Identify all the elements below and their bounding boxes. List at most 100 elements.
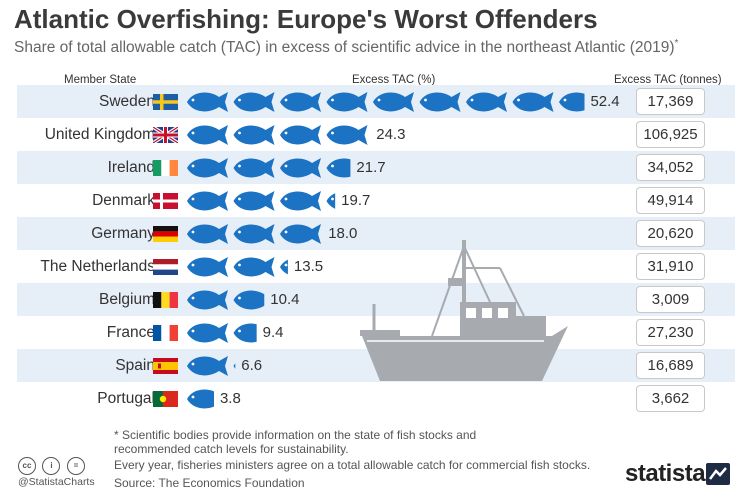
fish-mark [466,92,507,112]
table-row: Germany 18.0 20,620 [17,217,735,250]
belgium-flag-icon [153,292,178,308]
footnote: * Scientific bodies provide information … [114,428,477,456]
france-flag-icon [153,325,178,341]
cc-icon: cc [18,457,36,475]
fish-mark [187,191,228,211]
country-label: Ireland [107,159,155,176]
fish-eye [191,263,195,267]
fish-mark [187,323,228,343]
fish-mark [326,92,368,112]
fish-mark [233,92,275,112]
fish-eye [238,164,241,168]
tonnes-value-box: 49,914 [636,187,705,214]
pct-data-label: 18.0 [328,225,358,242]
footnote-explanation: Every year, fisheries ministers agree on… [114,458,591,472]
fish-eye [191,395,195,399]
fish-eye [191,362,195,366]
fishing-boat-icon [360,240,568,381]
fish-bar [187,158,351,178]
fish-mark [233,363,236,369]
country-label: Sweden [98,93,155,110]
fish-bar [187,92,585,112]
chart-subtitle: Share of total allowable catch (TAC) in … [14,38,678,57]
fish-eye [284,263,288,267]
fish-eye [191,230,195,234]
fish-eye [238,329,241,333]
tonnes-value-box: 16,689 [636,352,705,379]
tonnes-value-box: 17,369 [636,88,705,115]
fish-eye [470,98,474,102]
table-row: Portugal 3.8 3,662 [17,382,735,415]
fish-mark [280,92,321,112]
table-row: France 9.4 27,230 [17,316,735,349]
spain-flag-icon [153,358,178,374]
fish-eye [191,131,195,135]
pct-data-label: 24.3 [376,126,406,143]
tonnes-value-box: 20,620 [636,220,705,247]
pct-data-label: 3.8 [219,390,241,407]
fish-mark [233,323,257,343]
fish-mark [373,92,414,112]
column-header-excess-pct: Excess TAC (%) [352,74,436,86]
pct-data-label: 19.7 [341,192,371,209]
table-row: Sweden 52.4 17,369 [17,85,735,118]
tonnes-value-box: 3,009 [636,286,705,313]
fish-eye [331,131,334,135]
germany-flag-icon [153,226,178,242]
fish-mark [187,389,214,409]
table-row: Belgium 10.4 3,009 [17,283,735,316]
fish-mark [233,191,275,211]
fish-mark [280,158,321,178]
table-row: United Kingdom 24.3 106,925 [17,118,735,151]
fish-mark [233,125,275,145]
fish-eye [331,164,334,168]
subtitle-text: Share of total allowable catch (TAC) in … [14,39,675,57]
denmark-flag-icon [153,193,178,209]
fish-mark [233,158,275,178]
tonnes-value-box: 34,052 [636,154,705,181]
fish-mark [233,257,275,277]
fish-bar [187,191,336,211]
table-row: Ireland 21.7 34,052 [17,151,735,184]
fish-eye [284,164,288,168]
fish-eye [517,98,520,102]
table-row: Denmark 19.7 49,914 [17,184,735,217]
fish-eye [191,164,195,168]
column-header-member-state: Member State [64,74,137,86]
uk-flag-icon [152,125,179,145]
fish-mark [559,92,585,112]
nd-icon: = [66,457,85,475]
fish-eye [331,197,334,201]
statista-logo: statista [625,460,706,487]
by-icon: i [42,457,61,475]
country-label: The Netherlands [40,258,155,275]
country-label: Spain [115,357,155,374]
country-label: France [106,324,155,341]
sweden-flag-icon [153,94,178,110]
fish-mark [326,158,351,178]
fish-mark [419,92,461,112]
pct-data-label: 6.6 [241,357,263,374]
fish-mark [326,193,336,209]
fish-bar [187,224,321,244]
fish-bar [187,389,214,409]
portugal-flag-icon [153,391,178,407]
fish-mark [187,257,228,277]
fish-eye [238,197,241,201]
fish-mark [280,259,288,275]
fish-mark [280,125,321,145]
subtitle-footnote-mark: * [674,38,679,49]
fish-eye [284,197,288,201]
fish-bar [187,290,265,310]
tonnes-value-box: 3,662 [636,385,705,412]
fish-eye [238,131,241,135]
country-label: Denmark [92,192,155,209]
fish-mark [187,224,228,244]
pct-data-label: 21.7 [356,159,386,176]
fish-mark [512,92,554,112]
fish-eye [377,98,381,102]
fish-bar [187,356,236,376]
fish-eye [238,230,241,234]
fish-mark [326,125,368,145]
fish-bar [187,257,288,277]
